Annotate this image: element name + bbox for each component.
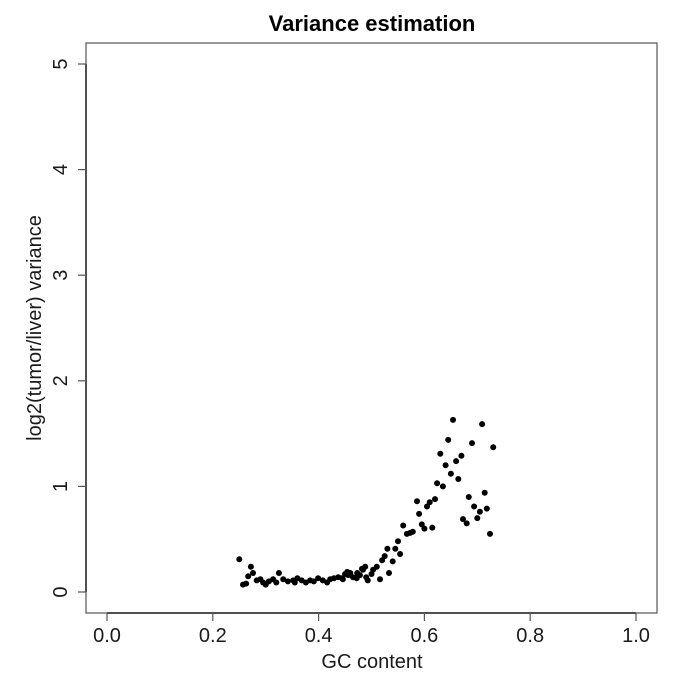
data-point (442, 462, 449, 469)
data-point (421, 525, 428, 532)
data-point (490, 444, 497, 451)
data-point (487, 530, 493, 537)
data-point (315, 575, 322, 582)
data-point (429, 524, 436, 531)
data-point (476, 508, 483, 515)
y-axis-label: log2(tumor/liver) variance (24, 215, 46, 441)
data-point (483, 505, 490, 512)
data-point (386, 570, 392, 576)
data-point (339, 576, 346, 583)
data-point (392, 545, 399, 552)
data-point (455, 476, 462, 482)
data-point (284, 578, 291, 585)
data-point (362, 563, 369, 570)
data-point (395, 538, 401, 545)
y-tick-label: 5 (50, 58, 72, 69)
data-point (424, 503, 430, 510)
data-point (364, 577, 371, 584)
data-point (458, 452, 465, 459)
data-point (310, 578, 317, 585)
data-point (409, 528, 416, 535)
data-point (400, 522, 407, 529)
data-point (465, 494, 472, 500)
data-point (426, 499, 433, 506)
data-point (373, 563, 380, 570)
chart-title: Variance estimation (269, 11, 476, 36)
x-tick-label: 0.8 (516, 625, 544, 647)
x-axis: 0.0 0.2 0.4 0.6 0.8 1.0 (93, 612, 650, 647)
data-point (439, 483, 446, 490)
data-point (453, 458, 460, 465)
data-point (445, 436, 452, 443)
data-point (416, 510, 423, 517)
data-point (447, 470, 454, 477)
data-point (432, 496, 438, 503)
y-tick-label: 4 (50, 164, 72, 175)
data-point (280, 576, 287, 583)
data-point (245, 573, 252, 580)
data-point (460, 516, 466, 523)
data-points (236, 416, 497, 588)
data-point (469, 440, 475, 447)
data-point (243, 580, 250, 587)
y-tick-label: 1 (50, 481, 72, 492)
data-point (474, 515, 481, 522)
data-point (275, 570, 282, 576)
x-tick-label: 0.2 (199, 625, 227, 647)
data-point (250, 570, 256, 576)
data-point (434, 480, 441, 487)
data-point (273, 579, 280, 586)
plot-area (85, 42, 658, 614)
y-tick-label: 3 (50, 270, 72, 281)
data-point (479, 421, 486, 428)
data-point (450, 416, 456, 423)
data-point (397, 551, 404, 557)
x-axis-label: GC content (321, 651, 423, 673)
data-point (356, 572, 363, 579)
x-tick-label: 0.0 (93, 625, 121, 647)
y-tick-label: 0 (50, 586, 72, 597)
x-tick-label: 0.6 (410, 625, 438, 647)
data-point (384, 545, 391, 552)
data-point (247, 563, 254, 570)
y-axis: 0 1 2 3 4 5 (50, 58, 87, 598)
data-point (463, 520, 470, 527)
data-point (377, 576, 383, 583)
data-point (437, 450, 444, 457)
x-tick-label: 1.0 (622, 625, 650, 647)
x-tick-label: 0.4 (305, 625, 333, 647)
data-point (414, 498, 420, 505)
data-point (389, 558, 396, 565)
y-tick-label: 2 (50, 375, 72, 386)
data-point (236, 556, 243, 563)
data-point (381, 553, 388, 560)
data-point (481, 489, 488, 496)
data-point (471, 503, 478, 510)
